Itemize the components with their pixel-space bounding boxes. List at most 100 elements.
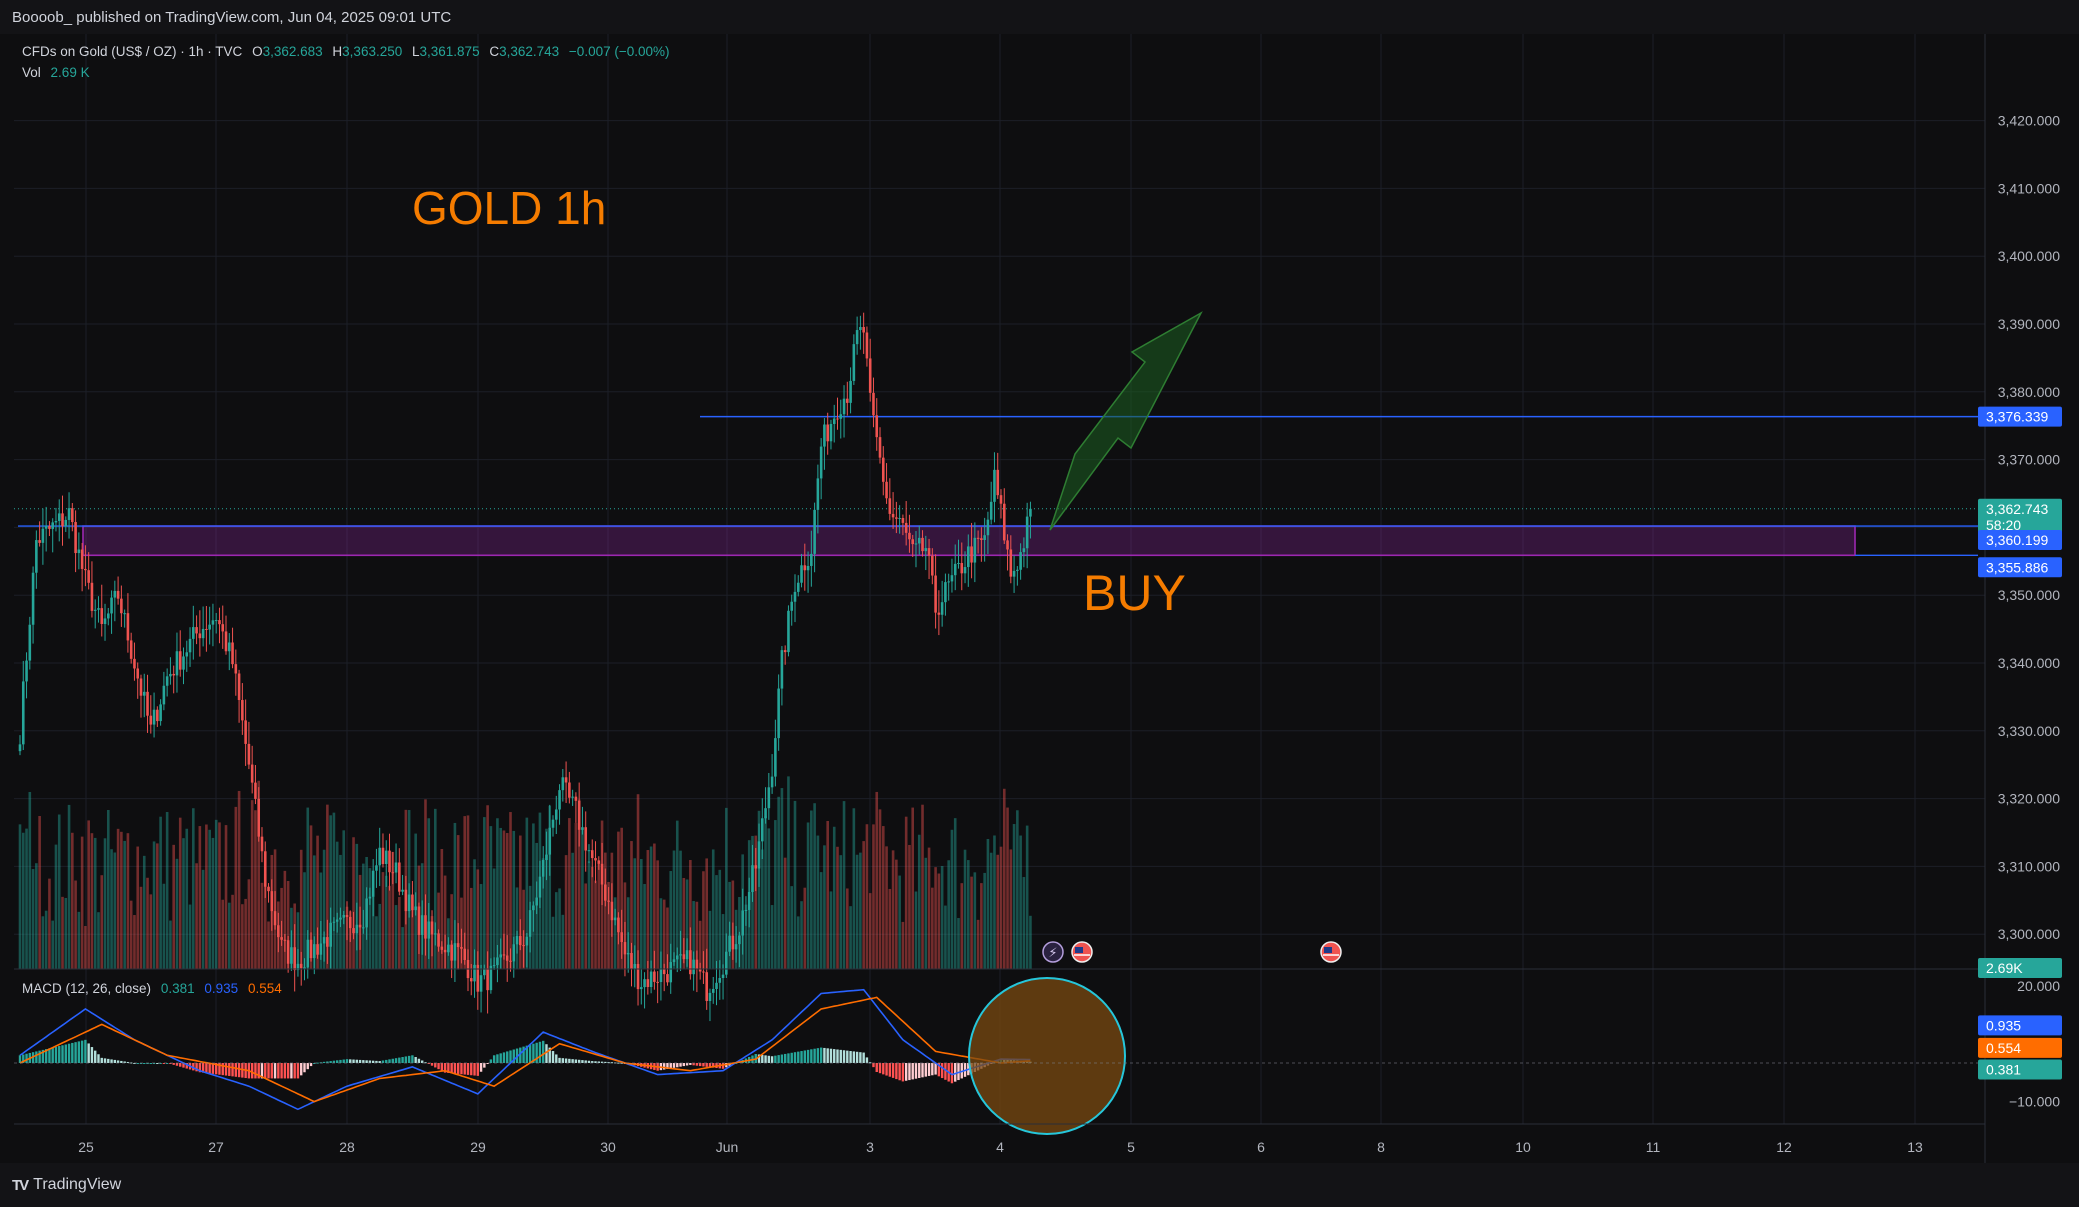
price-tick-label: 3,420.000 (1998, 113, 2060, 129)
volume-legend[interactable]: Vol 2.69 K (22, 65, 90, 80)
candle (35, 540, 38, 573)
candle (698, 969, 702, 972)
candle (512, 944, 516, 962)
candle (803, 565, 807, 571)
macd-title[interactable]: MACD (12, 26, close) (22, 981, 152, 996)
histogram-bar (450, 1063, 453, 1074)
us-flag-icon[interactable] (1320, 941, 1342, 963)
histogram-bar (38, 1050, 41, 1063)
candle (237, 673, 241, 701)
histogram-bar (201, 1063, 205, 1073)
histogram-bar (587, 1060, 591, 1063)
dividend-icon[interactable]: ⚡ (1042, 941, 1064, 963)
candle (44, 525, 48, 529)
histogram-bar (54, 1046, 58, 1063)
volume-bar (453, 822, 457, 969)
volume-bar (996, 854, 1000, 969)
histogram-bar (927, 1063, 931, 1076)
histogram-bar (803, 1050, 806, 1063)
price-tick-label: 3,380.000 (1998, 384, 2060, 400)
histogram-bar (208, 1063, 211, 1074)
volume-bar (211, 837, 215, 969)
histogram-bar (371, 1060, 375, 1063)
histogram-bar (672, 1063, 676, 1068)
histogram-bar (813, 1048, 816, 1063)
candle (329, 922, 332, 947)
volume-bar (306, 807, 310, 969)
price-axis[interactable]: 3,300.000 3,310.000 3,320.000 3,330.000 3,34… (1984, 34, 2060, 1163)
zone-bottom-price-tag: 3,355.886 (1978, 557, 2062, 578)
volume-bar (198, 826, 202, 969)
signal-tag-bg (1978, 1037, 2062, 1058)
highlight-circle[interactable] (968, 977, 1126, 1135)
volume-bar (391, 851, 395, 969)
macd-legend[interactable]: MACD (12, 26, close) 0.381 0.935 0.554 (22, 981, 282, 996)
volume-bar (881, 826, 885, 969)
candle (456, 943, 460, 948)
volume-bar (139, 886, 143, 969)
histogram-bar (914, 1063, 918, 1079)
publish-bar: Boooob_ published on TradingView.com, Ju… (0, 0, 2079, 34)
candle (545, 854, 548, 861)
histogram-bar (296, 1063, 300, 1079)
volume-bar (332, 812, 336, 969)
candle (705, 972, 708, 1001)
volume-bar (473, 859, 476, 969)
symbol-name[interactable]: CFDs on Gold (US$ / OZ) · 1h · TVC (22, 44, 243, 59)
histogram-bar (708, 1063, 712, 1068)
volume-bar (57, 814, 61, 969)
time-axis[interactable]: 25 27 28 29 30 Jun 3 4 5 6 8 10 11 12 13 (14, 1123, 1985, 1155)
candle (571, 796, 574, 798)
histogram-bar (215, 1063, 218, 1075)
candle (218, 620, 221, 625)
candle (195, 627, 198, 634)
volume-bar (21, 832, 25, 969)
volume-bar (911, 807, 915, 969)
volume-bar (551, 916, 555, 969)
histogram-bar (819, 1047, 823, 1063)
candle (800, 565, 803, 583)
tradingview-logo[interactable]: TV TradingView (12, 1176, 121, 1194)
volume-bar (214, 819, 218, 969)
volume-bar (764, 816, 767, 969)
candle (417, 906, 421, 935)
time-tick-label: 5 (1127, 1139, 1135, 1155)
histogram-bar (58, 1046, 61, 1063)
zone-bottom-price-tag-bg (1978, 557, 2062, 578)
histogram-bar (826, 1048, 829, 1063)
volume-bar (443, 875, 447, 969)
us-flag-icon[interactable] (1071, 941, 1093, 963)
buy-arrow[interactable] (1049, 311, 1203, 531)
signal-tag: 0.554 (1978, 1037, 2062, 1058)
volume-bar (156, 843, 159, 969)
price-chart[interactable]: GOLD 1h BUY ⚡ 3,300.000 3,310.000 3,320.00… (0, 34, 2079, 1163)
candle (77, 549, 81, 554)
histogram-bar (555, 1054, 558, 1063)
annotations: GOLD 1h BUY (412, 182, 1203, 621)
macd-tag-text: 0.935 (1986, 1017, 2021, 1033)
candle (976, 537, 980, 539)
candle (54, 521, 58, 523)
candle (963, 567, 967, 574)
candle (175, 651, 179, 676)
volume-bar (136, 846, 140, 969)
candle (613, 917, 617, 921)
price-tick-label: 3,350.000 (1998, 587, 2060, 603)
histogram-bar (931, 1063, 934, 1076)
candle (623, 942, 627, 955)
volume-bar (819, 872, 823, 969)
candle (316, 944, 319, 955)
volume-bar (247, 879, 251, 969)
volume-bar (993, 835, 996, 969)
volume-bar (64, 897, 68, 969)
volume-bar (721, 914, 725, 969)
volume-bar (93, 837, 97, 969)
macd-tick-label: 20.000 (2017, 978, 2060, 994)
symbol-legend[interactable]: CFDs on Gold (US$ / OZ) · 1h · TVC O3,36… (22, 44, 670, 59)
chart-title-annotation[interactable]: GOLD 1h (412, 182, 606, 234)
volume-bar (999, 846, 1003, 969)
histogram-bar (470, 1063, 473, 1076)
candle (525, 936, 529, 946)
buy-annotation[interactable]: BUY (1083, 565, 1186, 621)
volume-bar (208, 829, 211, 969)
